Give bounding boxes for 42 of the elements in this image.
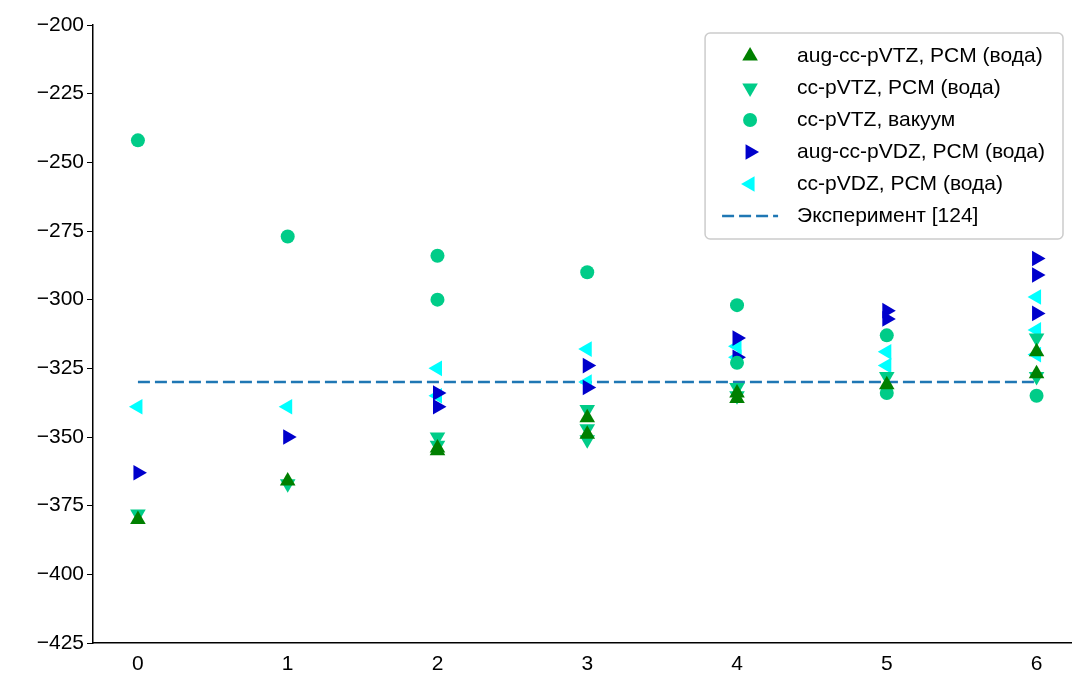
y-tick-label: −400 xyxy=(36,561,84,585)
x-tick-label: 0 xyxy=(132,651,144,675)
y-tick-label: −200 xyxy=(36,11,84,35)
point xyxy=(879,328,894,343)
point xyxy=(1029,388,1044,403)
y-tick-label: −325 xyxy=(36,355,84,379)
point xyxy=(878,375,895,390)
x-tick-label: 2 xyxy=(431,651,444,675)
legend-label: Эксперимент [124] xyxy=(797,202,979,226)
point xyxy=(1028,364,1045,379)
legend-label: cc-pVDZ, PCM (вода) xyxy=(797,170,1003,194)
point xyxy=(578,341,592,357)
y-tick-label: −425 xyxy=(36,629,84,653)
point xyxy=(133,464,147,481)
y-tick-label: −250 xyxy=(36,149,84,173)
y-tick-label: −375 xyxy=(36,492,84,516)
y-tick-label: −225 xyxy=(36,80,84,104)
legend-label: aug-cc-pVTZ, PCM (вода) xyxy=(797,42,1043,66)
point xyxy=(730,355,745,370)
point xyxy=(730,298,745,313)
point xyxy=(877,357,892,374)
y-tick-label: −300 xyxy=(36,286,84,310)
x-tick-label: 4 xyxy=(731,651,744,675)
legend-label: cc-pVTZ, вакуум xyxy=(797,106,956,130)
x-tick-label: 6 xyxy=(1030,651,1043,675)
point xyxy=(1028,342,1045,357)
point xyxy=(430,292,445,307)
point xyxy=(280,229,295,244)
legend-label: cc-pVTZ, PCM (вода) xyxy=(797,74,1001,98)
x-tick-label: 1 xyxy=(281,651,294,675)
point xyxy=(130,133,145,148)
point xyxy=(279,471,296,486)
legend-label: aug-cc-pVDZ, PCM (вода) xyxy=(797,138,1046,162)
point xyxy=(430,248,445,263)
y-tick-label: −275 xyxy=(36,217,84,241)
point xyxy=(580,265,595,280)
x-tick-label: 3 xyxy=(581,651,594,675)
x-tick-label: 5 xyxy=(880,651,893,675)
point xyxy=(579,408,596,423)
y-tick-label: −350 xyxy=(36,423,84,447)
point xyxy=(1027,289,1042,305)
point xyxy=(877,344,892,360)
